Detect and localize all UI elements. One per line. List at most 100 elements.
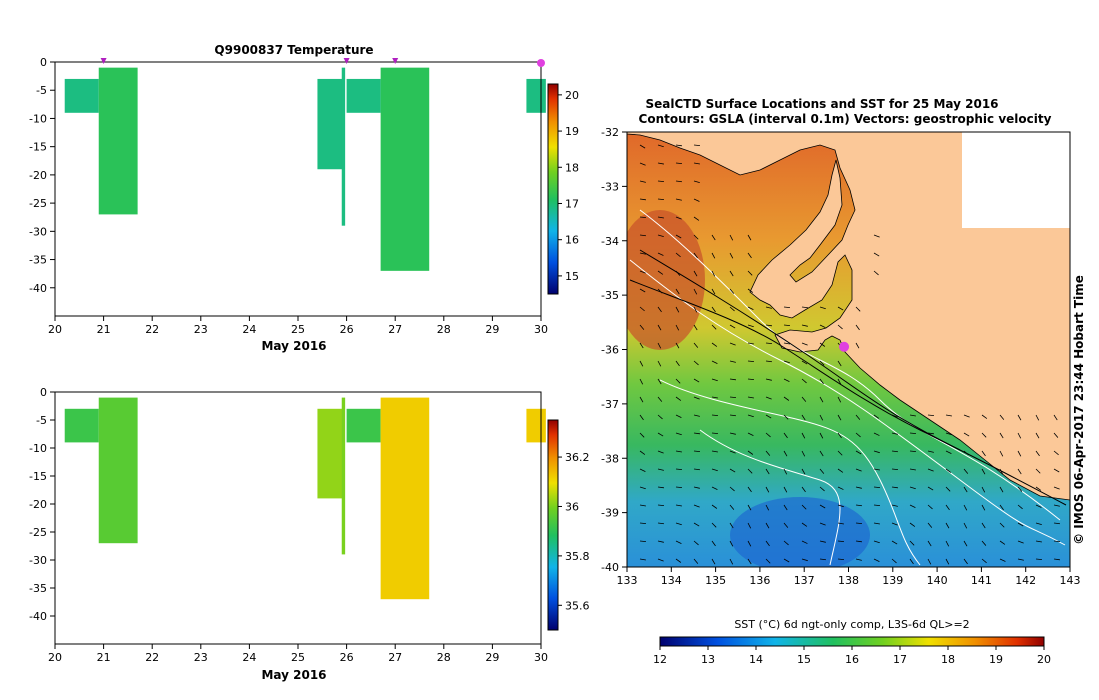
y-tick-label: -5	[36, 414, 47, 427]
x-tick-label: 26	[340, 651, 354, 664]
y-tick-label: -40	[29, 282, 47, 295]
velocity-vector	[963, 432, 970, 437]
contour-line	[699, 429, 841, 566]
velocity-vector	[711, 522, 717, 528]
velocity-vector	[675, 486, 683, 489]
velocity-vector	[891, 504, 898, 507]
velocity-vector	[999, 450, 1004, 457]
velocity-vector	[837, 468, 844, 473]
velocity-vector	[837, 432, 842, 439]
temperature-panel: Q9900837 Temperature 20 21 22 23 24 25 26 27 28 2…	[29, 43, 579, 353]
velocity-vector	[711, 486, 718, 490]
velocity-vector	[819, 522, 826, 526]
x-tick-label: 30	[534, 323, 548, 336]
velocity-vector	[765, 396, 772, 400]
velocity-vector	[837, 360, 842, 367]
velocity-vector	[765, 540, 770, 547]
velocity-vector	[783, 540, 789, 546]
velocity-vector	[963, 468, 969, 474]
velocity-vector	[729, 234, 734, 241]
profile-bar	[317, 408, 345, 499]
map-y-tick-label: -35	[601, 289, 619, 302]
velocity-vector	[909, 468, 916, 471]
no-data-region	[962, 132, 1070, 228]
map-x-tick-label: 139	[882, 574, 903, 587]
velocity-vector	[693, 504, 700, 508]
velocity-vector	[837, 450, 843, 456]
velocity-vector	[639, 522, 647, 525]
profile-bar	[526, 408, 546, 443]
velocity-vector	[819, 342, 826, 347]
contour-line	[659, 379, 921, 566]
velocity-vector	[675, 432, 682, 436]
map-colorbar-strip	[659, 636, 1045, 647]
velocity-vector	[873, 270, 879, 276]
velocity-vector	[1035, 432, 1040, 439]
velocity-vector	[1053, 504, 1060, 507]
velocity-vector	[657, 342, 662, 349]
velocity-vector	[711, 306, 716, 313]
velocity-vector	[657, 432, 664, 437]
velocity-vector	[729, 270, 734, 277]
profile-bar	[380, 67, 430, 271]
colorbar-tick-label: 36	[565, 500, 579, 513]
profile-bar	[380, 397, 430, 600]
velocity-vector	[729, 324, 736, 329]
velocity-vector	[891, 414, 898, 418]
velocity-vector	[693, 234, 699, 240]
map-y-tick-label: -34	[601, 235, 619, 248]
velocity-vector	[639, 360, 644, 367]
velocity-vector	[891, 432, 898, 435]
velocity-vector	[945, 540, 950, 547]
map-area	[627, 132, 1070, 567]
velocity-vector	[1053, 414, 1058, 421]
velocity-vector	[1035, 414, 1040, 421]
velocity-vector	[765, 522, 770, 529]
velocity-vector	[675, 360, 680, 367]
velocity-vector	[1017, 414, 1022, 421]
velocity-vector	[819, 396, 824, 403]
velocity-vector	[693, 378, 700, 383]
y-tick-label: -25	[29, 197, 47, 210]
velocity-vector	[747, 432, 754, 436]
contour-line	[639, 249, 961, 451]
x-tick-label: 20	[48, 651, 62, 664]
velocity-vector	[927, 558, 932, 565]
velocity-vector	[729, 288, 735, 294]
velocity-vector	[693, 486, 700, 489]
velocity-vector	[639, 252, 646, 255]
velocity-vector	[657, 414, 663, 420]
contour-line	[629, 279, 1067, 506]
velocity-vector	[729, 306, 735, 312]
velocity-vector	[1017, 522, 1024, 527]
velocity-vector	[1053, 432, 1059, 438]
velocity-vector	[657, 468, 664, 471]
velocity-vector	[873, 432, 880, 436]
velocity-vector	[693, 306, 698, 313]
velocity-vector	[747, 342, 754, 345]
velocity-vector	[801, 540, 808, 544]
velocity-vector	[693, 522, 700, 527]
velocity-vector	[963, 486, 968, 493]
velocity-vector	[855, 558, 862, 561]
velocity-vector	[927, 432, 934, 435]
velocity-vector	[855, 414, 861, 420]
velocity-vector	[855, 450, 862, 455]
velocity-vector	[657, 288, 663, 294]
velocity-vector	[909, 558, 914, 565]
velocity-vector	[639, 378, 644, 385]
velocity-vector	[711, 252, 716, 259]
velocity-vector	[801, 360, 808, 365]
velocity-vector	[693, 252, 698, 259]
profile-bar	[64, 78, 99, 113]
velocity-vector	[837, 324, 843, 330]
velocity-vector	[639, 558, 646, 561]
velocity-vector	[945, 522, 950, 529]
velocity-vector	[1017, 558, 1024, 561]
velocity-vector	[999, 504, 1004, 511]
velocity-vector	[873, 252, 880, 257]
velocity-vector	[765, 486, 770, 493]
map-x-tick-label: 143	[1060, 574, 1081, 587]
y-tick-label: -30	[29, 225, 47, 238]
map-x-tick-label: 140	[927, 574, 948, 587]
